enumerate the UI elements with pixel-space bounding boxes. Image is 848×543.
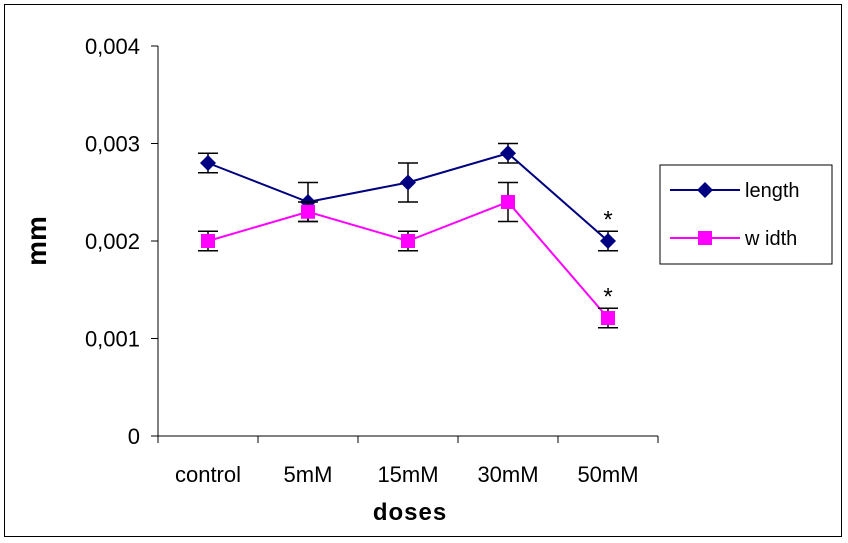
- x-tick-label: 50mM: [577, 462, 638, 487]
- series-layer: **: [198, 142, 618, 329]
- data-point-square: [301, 204, 315, 219]
- significance-marker: *: [603, 283, 612, 310]
- x-tick-label: 30mM: [477, 462, 538, 487]
- legend-label: length: [745, 180, 800, 202]
- x-tick-label: 5mM: [284, 462, 333, 487]
- significance-marker: *: [603, 206, 612, 233]
- series-line: [207, 200, 609, 319]
- chart-frame: [4, 4, 842, 537]
- y-axis-title: mm: [21, 216, 52, 266]
- data-point-square: [501, 195, 515, 209]
- legend-item: length: [670, 180, 800, 202]
- legend-marker-diamond: [697, 182, 713, 198]
- series-square: *: [198, 181, 618, 329]
- x-axis-title: doses: [373, 499, 447, 526]
- data-point-square: [201, 234, 215, 248]
- y-tick-label: 0,003: [85, 132, 140, 157]
- legend-box: [659, 164, 833, 265]
- x-tick-label: control: [175, 462, 241, 487]
- x-ticks: control 5mM 15mM 30mM 50mM: [157, 436, 659, 487]
- y-ticks: 0 0,001 0,002 0,003 0,004: [85, 34, 158, 449]
- data-point-square: [601, 311, 615, 326]
- data-point-diamond: [200, 155, 216, 171]
- y-tick-label: 0,004: [85, 34, 140, 59]
- y-tick-label: 0: [128, 424, 140, 449]
- legend: length w idth: [659, 164, 833, 265]
- legend-label: w idth: [744, 228, 797, 250]
- data-point-diamond: [600, 233, 616, 249]
- data-point-square: [401, 234, 415, 248]
- legend-marker-square: [698, 231, 712, 245]
- y-tick-label: 0,001: [85, 327, 140, 352]
- x-tick-label: 15mM: [377, 462, 438, 487]
- data-point-diamond: [400, 174, 416, 191]
- legend-item: w idth: [670, 228, 797, 250]
- data-point-diamond: [500, 145, 516, 162]
- y-tick-label: 0,002: [85, 229, 140, 254]
